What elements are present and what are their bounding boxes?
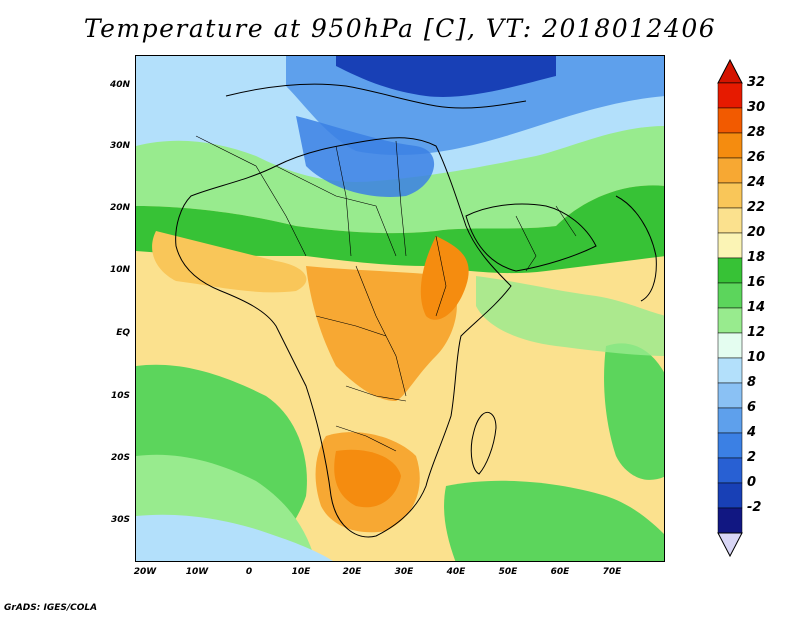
- colorbar-label: 4: [747, 425, 757, 440]
- colorbar-swatch: [717, 482, 743, 509]
- colorbar-label: 18: [747, 250, 766, 265]
- lon-label-50e: 50E: [498, 567, 518, 577]
- southern-africa-core: [334, 449, 401, 508]
- lat-label-20s: 20S: [110, 453, 130, 463]
- europe-coastline: [225, 83, 527, 109]
- arabian-sea-green: [476, 276, 664, 356]
- lat-label-20n: 20N: [109, 203, 130, 213]
- lon-label-0: 0: [245, 567, 253, 577]
- lon-label-40e: 40E: [446, 567, 466, 577]
- grads-credit: GrADS: IGES/COLA: [4, 603, 98, 613]
- colorbar-swatch: [717, 307, 743, 334]
- lon-label-20e: 20E: [342, 567, 362, 577]
- colorbar-swatch: [717, 207, 743, 234]
- lon-label-70e: 70E: [602, 567, 622, 577]
- lat-label-40n: 40N: [109, 80, 130, 90]
- map-panel: [135, 55, 665, 562]
- colorbar: [717, 58, 743, 558]
- sahel-green-band: [136, 185, 664, 274]
- colorbar-arrow-bottom: [717, 532, 743, 558]
- lon-label-60e: 60E: [550, 567, 570, 577]
- south-indian-green: [444, 480, 664, 561]
- chart-title: Temperature at 950hPa [C], VT: 201801240…: [83, 14, 717, 43]
- colorbar-swatch: [717, 132, 743, 159]
- colorbar-label: 10: [747, 350, 766, 365]
- west-africa-warm: [152, 231, 307, 293]
- colorbar-swatch: [717, 382, 743, 409]
- colorbar-swatch: [717, 357, 743, 384]
- colorbar-label: -2: [747, 500, 762, 515]
- colorbar-label: 14: [747, 300, 766, 315]
- colorbar-swatch: [717, 107, 743, 134]
- colorbar-swatch: [717, 457, 743, 484]
- lon-label-10w: 10W: [185, 567, 209, 577]
- colorbar-label: 6: [747, 400, 757, 415]
- temperature-map: [136, 56, 664, 561]
- colorbar-label: 16: [747, 275, 766, 290]
- colorbar-label: 28: [747, 125, 766, 140]
- south-atlantic-cool: [136, 514, 333, 561]
- colorbar-label: 2: [747, 450, 757, 465]
- east-africa-hot: [420, 236, 469, 320]
- colorbar-label: 32: [747, 75, 766, 90]
- lat-label-eq: EQ: [116, 328, 130, 338]
- cold-sahara: [296, 116, 435, 197]
- colorbar-label: 30: [747, 100, 766, 115]
- colorbar-swatch: [717, 157, 743, 184]
- colorbar-swatch: [717, 182, 743, 209]
- lat-label-30s: 30S: [110, 515, 130, 525]
- arabia-coastline: [465, 203, 597, 272]
- colorbar-swatch: [717, 432, 743, 459]
- india-coastline: [615, 195, 657, 302]
- colorbar-label: 22: [747, 200, 766, 215]
- africa-coastline: [175, 137, 512, 538]
- very-cold-patch: [336, 56, 556, 97]
- colorbar-label: 0: [747, 475, 757, 490]
- madagascar-coastline: [470, 412, 497, 475]
- lat-label-10n: 10N: [109, 265, 130, 275]
- colorbar-swatch: [717, 257, 743, 284]
- colorbar-label: 8: [747, 375, 757, 390]
- lon-label-30e: 30E: [394, 567, 414, 577]
- colorbar-swatch: [717, 507, 743, 534]
- colorbar-label: 20: [747, 225, 766, 240]
- lat-label-10s: 10S: [110, 391, 130, 401]
- colorbar-label: 26: [747, 150, 766, 165]
- colorbar-swatch: [717, 407, 743, 434]
- lon-label-10e: 10E: [291, 567, 311, 577]
- east-indian-green: [604, 343, 664, 480]
- colorbar-swatch: [717, 82, 743, 109]
- colorbar-swatch: [717, 232, 743, 259]
- colorbar-label: 24: [747, 175, 766, 190]
- country-borders: [195, 135, 577, 452]
- colorbar-label: 12: [747, 325, 766, 340]
- colorbar-swatch: [717, 332, 743, 359]
- central-africa-hot: [306, 266, 457, 401]
- colorbar-swatches: [717, 82, 743, 534]
- colorbar-swatch: [717, 282, 743, 309]
- lon-label-20w: 20W: [133, 567, 157, 577]
- lat-label-30n: 30N: [109, 141, 130, 151]
- colorbar-arrow-top: [717, 58, 743, 84]
